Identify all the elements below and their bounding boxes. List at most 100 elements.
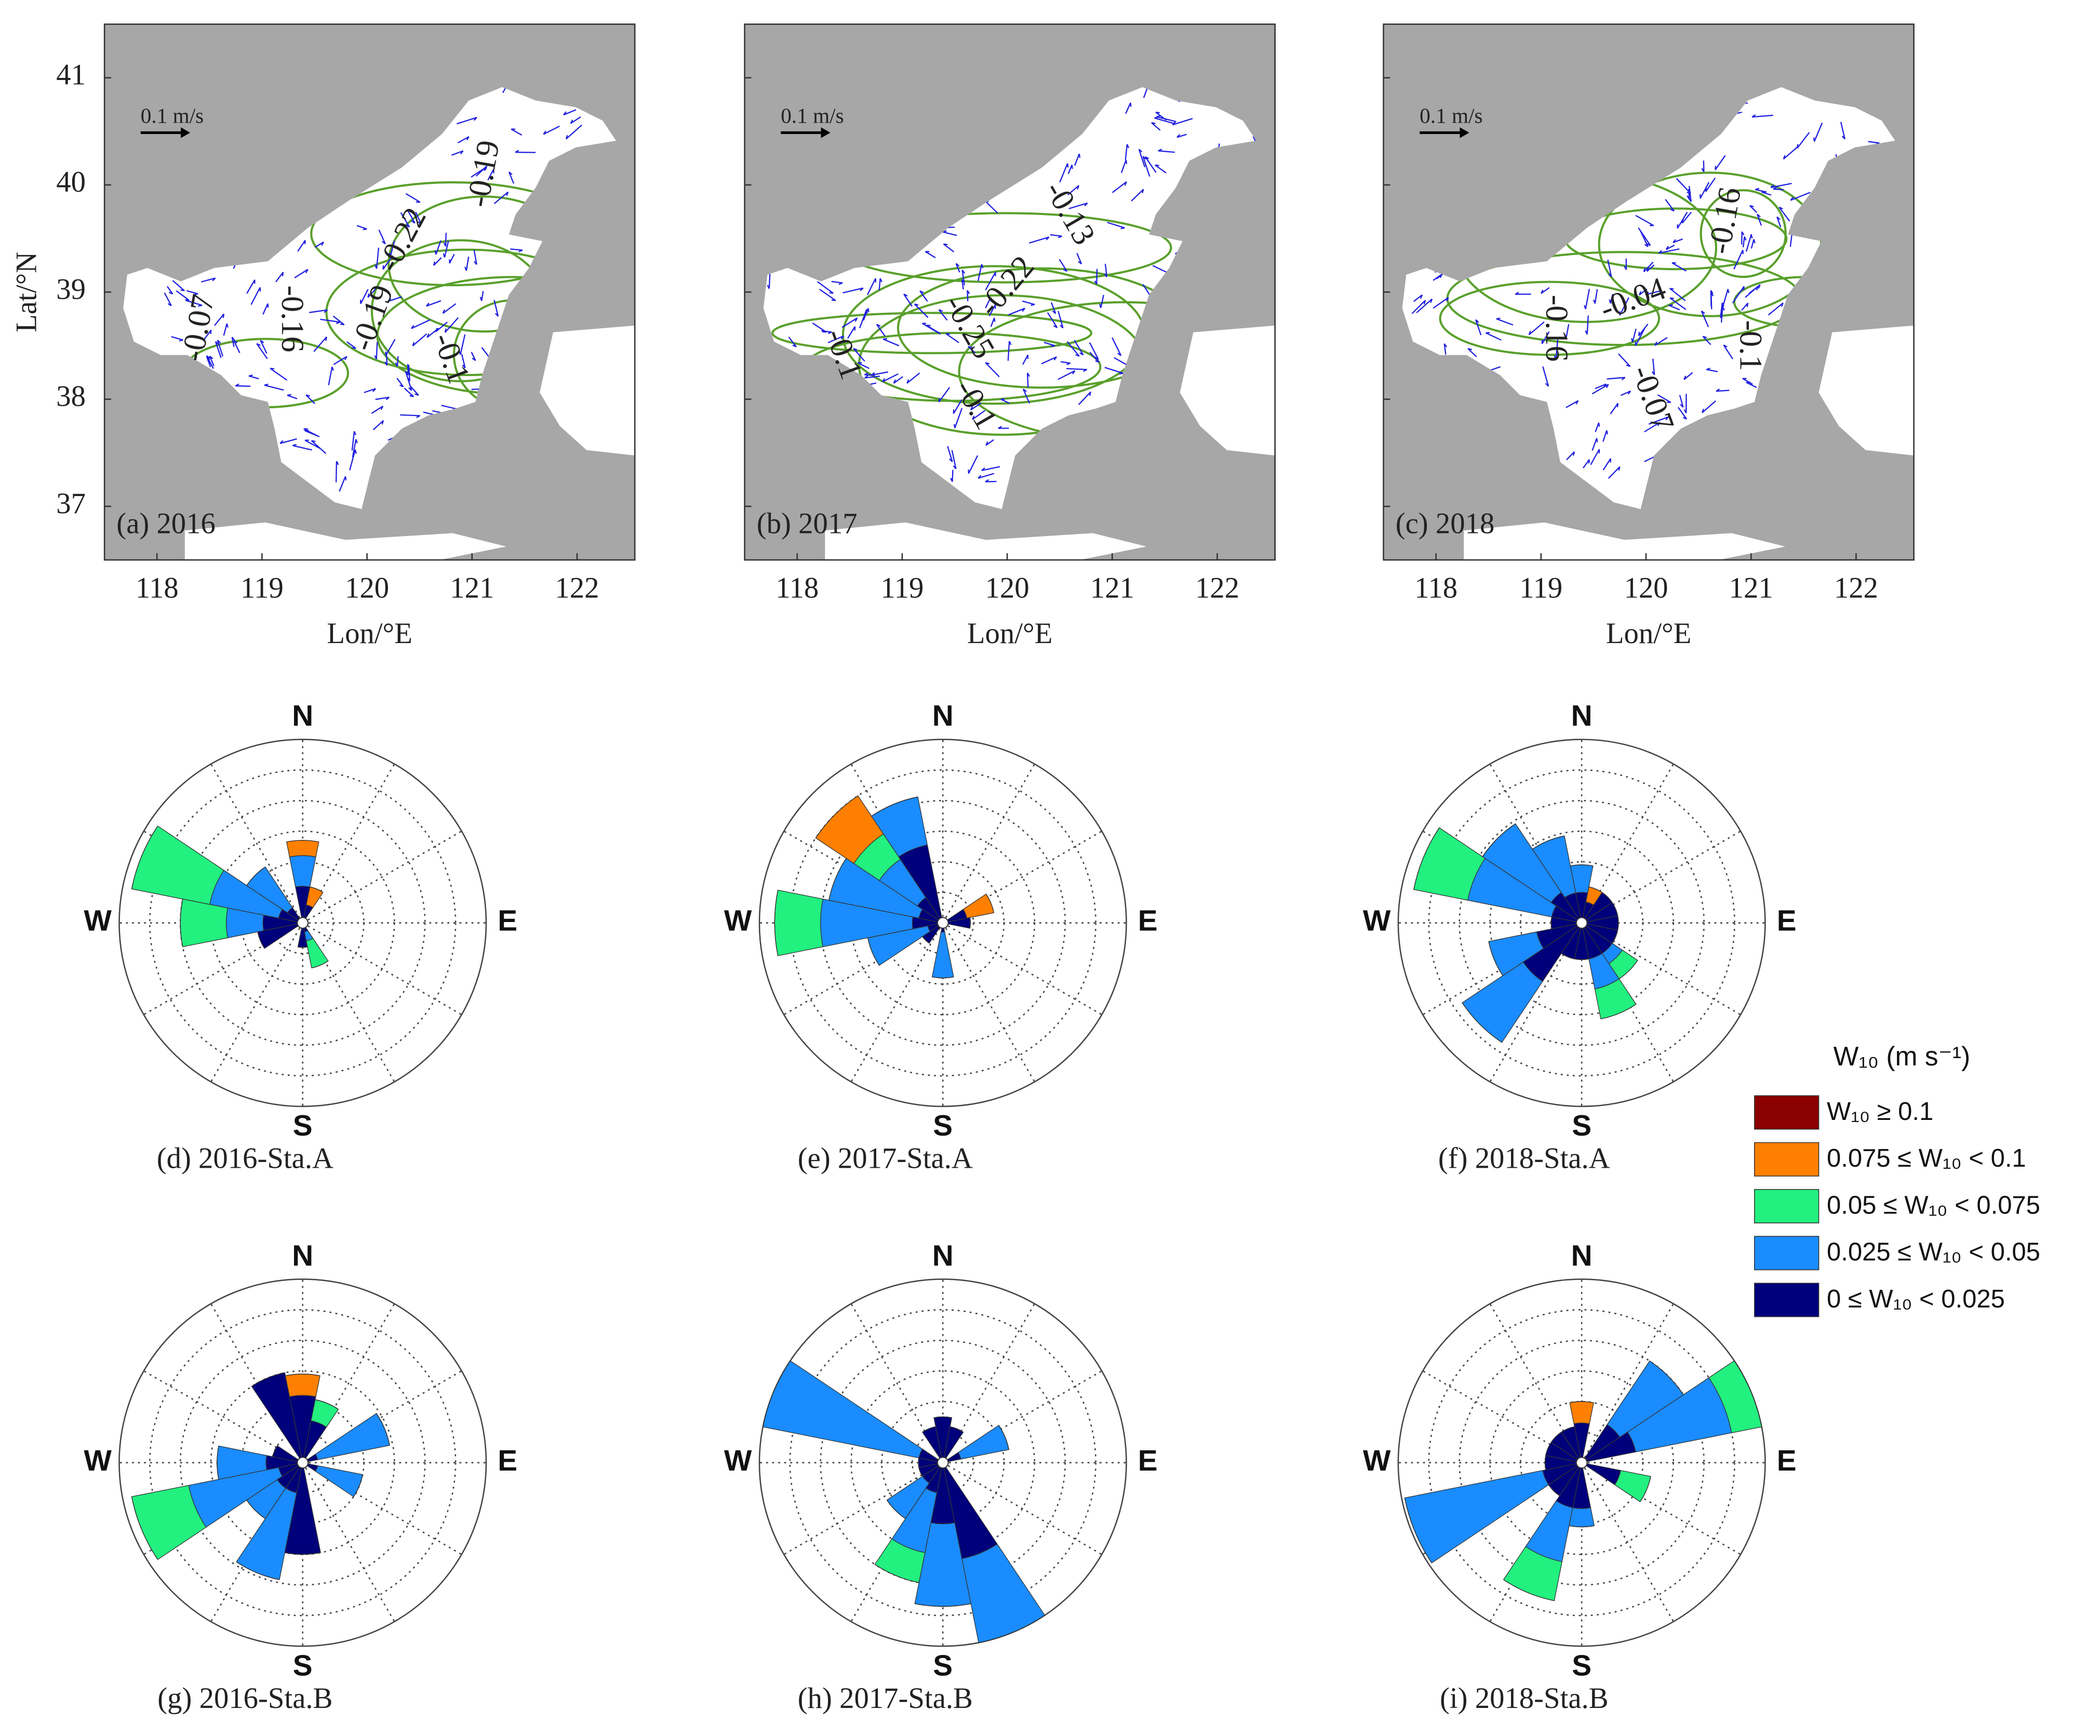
current-arrow bbox=[1669, 297, 1687, 310]
current-arrow bbox=[405, 193, 421, 203]
current-arrow bbox=[1676, 178, 1691, 194]
current-arrow bbox=[1761, 191, 1772, 196]
current-arrow bbox=[206, 356, 211, 367]
current-arrow bbox=[352, 439, 357, 458]
current-arrow-head bbox=[860, 287, 864, 291]
current-arrow-head bbox=[1052, 310, 1056, 314]
current-arrow bbox=[1586, 315, 1589, 335]
current-arrow bbox=[445, 317, 459, 333]
current-arrow bbox=[1619, 297, 1629, 316]
current-arrow-head bbox=[1496, 317, 1501, 319]
current-arrow-head bbox=[344, 476, 347, 480]
rose-title: (h) 2017-Sta.B bbox=[798, 1682, 973, 1715]
rose-segment bbox=[1569, 1401, 1594, 1424]
current-arrow-head bbox=[939, 309, 943, 312]
current-arrow bbox=[1590, 449, 1600, 465]
current-arrow bbox=[371, 405, 383, 414]
current-arrow bbox=[372, 420, 384, 431]
rose-segment bbox=[1570, 1401, 1594, 1403]
current-arrow-head bbox=[1783, 155, 1786, 159]
current-arrow bbox=[1700, 182, 1710, 199]
current-arrow-head bbox=[1423, 300, 1426, 304]
rose-segment bbox=[1404, 1498, 1432, 1564]
scale-label: 0.1 m/s bbox=[141, 104, 204, 128]
current-arrow bbox=[943, 243, 955, 252]
current-arrow bbox=[186, 290, 198, 295]
compass-label: W bbox=[1363, 1445, 1391, 1477]
current-arrow-head bbox=[838, 282, 843, 285]
current-arrow bbox=[1156, 116, 1176, 123]
current-arrow-head bbox=[943, 243, 948, 246]
sea bbox=[825, 522, 1147, 560]
current-arrow bbox=[1745, 234, 1752, 252]
x-axis-label: Lon/°E bbox=[1606, 617, 1691, 650]
current-arrow-head bbox=[1142, 189, 1144, 194]
current-arrow-head bbox=[1682, 417, 1687, 420]
current-arrow bbox=[981, 466, 1000, 471]
rose-segment bbox=[285, 1373, 320, 1397]
current-arrow bbox=[328, 366, 333, 385]
current-arrow-head bbox=[1643, 268, 1646, 272]
current-arrow bbox=[1748, 284, 1761, 294]
current-arrow-head bbox=[355, 439, 358, 444]
current-arrow bbox=[876, 324, 886, 337]
compass-label: E bbox=[1777, 1445, 1797, 1477]
current-arrow-head bbox=[324, 309, 328, 313]
current-arrow-head bbox=[1644, 244, 1649, 247]
current-arrow bbox=[203, 329, 212, 340]
current-arrow-head bbox=[260, 340, 264, 343]
current-arrow-head bbox=[311, 440, 316, 443]
current-arrow-head bbox=[256, 343, 261, 346]
current-arrow bbox=[209, 356, 215, 366]
current-arrow bbox=[1716, 390, 1730, 392]
current-arrow bbox=[1705, 177, 1716, 192]
current-arrow bbox=[1074, 153, 1080, 166]
current-arrow-head bbox=[1621, 377, 1626, 380]
current-arrow bbox=[407, 210, 416, 224]
current-arrow bbox=[378, 229, 386, 244]
current-arrow bbox=[1000, 398, 1010, 404]
current-arrow bbox=[1723, 344, 1733, 359]
current-arrow bbox=[292, 445, 313, 451]
current-arrow bbox=[1595, 383, 1607, 390]
current-arrow bbox=[1671, 262, 1687, 272]
current-arrow bbox=[1673, 238, 1683, 244]
current-arrow bbox=[217, 340, 223, 357]
current-arrow-head bbox=[380, 406, 384, 410]
current-arrow-head bbox=[1142, 156, 1147, 160]
current-arrow-head bbox=[1058, 235, 1062, 238]
y-tick-label: 38 bbox=[56, 380, 86, 413]
legend-swatch bbox=[1754, 1236, 1820, 1271]
current-arrow-head bbox=[1528, 330, 1531, 335]
current-arrow bbox=[951, 450, 957, 469]
current-arrow bbox=[1058, 370, 1075, 380]
rose-ring bbox=[758, 739, 1127, 1107]
current-arrow-head bbox=[876, 324, 881, 327]
current-arrow-head bbox=[235, 383, 239, 386]
current-arrow-head bbox=[231, 337, 235, 341]
scale-arrow-head bbox=[1460, 127, 1469, 138]
current-arrow-head bbox=[279, 440, 284, 444]
current-arrow bbox=[1701, 311, 1709, 327]
current-arrow-head bbox=[1609, 299, 1611, 304]
current-arrow bbox=[945, 333, 959, 343]
current-arrow-head bbox=[866, 309, 868, 314]
current-arrow-head bbox=[1145, 156, 1149, 159]
y-tick-label: 40 bbox=[56, 166, 86, 198]
rose-ring bbox=[1428, 1309, 1735, 1617]
rose-segment bbox=[1649, 1360, 1684, 1395]
x-axis-label: Lon/°E bbox=[327, 617, 412, 650]
current-arrow bbox=[938, 309, 948, 321]
current-arrow bbox=[831, 281, 843, 284]
current-arrow-head bbox=[981, 264, 984, 269]
current-arrow bbox=[938, 387, 951, 403]
current-arrow bbox=[1416, 298, 1433, 314]
current-arrow-head bbox=[1430, 299, 1433, 303]
rose-segment bbox=[867, 938, 880, 966]
current-arrow bbox=[968, 455, 979, 474]
current-arrow bbox=[287, 394, 298, 399]
current-arrow bbox=[972, 410, 985, 420]
rose-spoke bbox=[210, 764, 303, 924]
current-arrow bbox=[906, 372, 920, 384]
current-arrow-head bbox=[1706, 367, 1710, 370]
